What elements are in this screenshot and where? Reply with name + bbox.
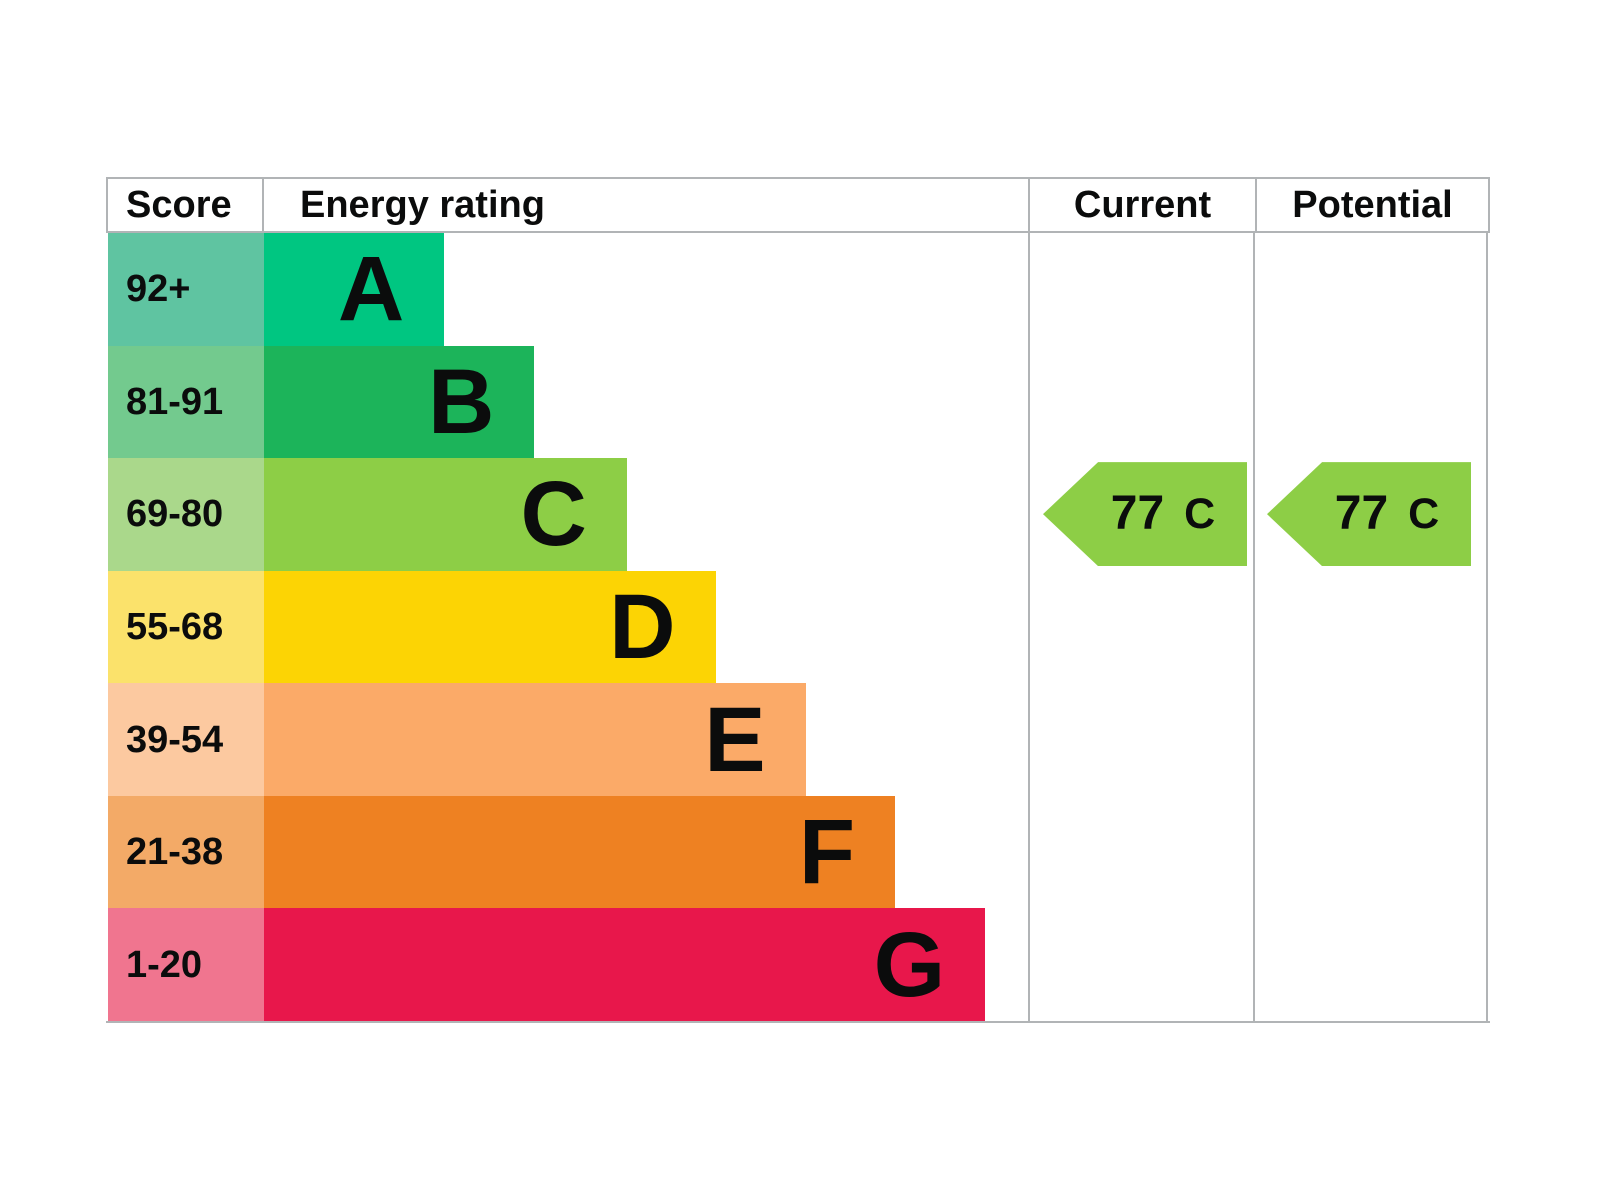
band-b-bar: B xyxy=(264,345,535,459)
band-f-score: 21-38 xyxy=(108,795,264,909)
band-row-a: 92+ A xyxy=(108,233,1028,346)
current-column: 77 C xyxy=(1028,233,1255,1021)
band-d-bar: D xyxy=(264,570,716,684)
band-row-f: 21-38 F xyxy=(108,795,1028,909)
band-a-score: 92+ xyxy=(108,233,264,346)
rating-table-body: 92+ A 81-91 B 69-80 xyxy=(106,233,1490,1023)
score-column-header: Score xyxy=(108,179,264,231)
band-a-letter: A xyxy=(337,238,405,341)
current-score-value: 77 xyxy=(1110,487,1165,541)
band-row-d: 55-68 D xyxy=(108,570,1028,684)
band-c-bar: C xyxy=(264,458,627,571)
band-row-c: 69-80 C xyxy=(108,458,1028,571)
band-e-score: 39-54 xyxy=(108,683,264,796)
current-band-letter: C xyxy=(1184,489,1216,538)
band-e-letter: E xyxy=(704,688,766,791)
band-b-score: 81-91 xyxy=(108,345,264,459)
band-b-letter: B xyxy=(428,350,495,453)
potential-rating-arrow: 77 C xyxy=(1267,462,1471,567)
band-e-bar: E xyxy=(264,683,806,796)
current-rating-arrow: 77 C xyxy=(1043,462,1247,567)
energy-rating-column-header: Energy rating xyxy=(264,179,1030,231)
band-row-e: 39-54 E xyxy=(108,683,1028,796)
band-a-bar: A xyxy=(264,233,445,346)
band-f-bar: F xyxy=(264,795,896,909)
table-header: Score Energy rating Current Potential xyxy=(106,177,1490,233)
band-row-g: 1-20 G xyxy=(108,908,1028,1022)
band-f-letter: F xyxy=(798,801,856,904)
band-c-score: 69-80 xyxy=(108,458,264,571)
epc-rating-chart: Score Energy rating Current Potential 92… xyxy=(106,177,1490,1023)
band-d-letter: D xyxy=(609,576,676,679)
band-g-bar: G xyxy=(264,908,986,1022)
current-column-header: Current xyxy=(1030,179,1257,231)
band-c-letter: C xyxy=(520,463,587,566)
band-row-b: 81-91 B xyxy=(108,345,1028,459)
potential-column: 77 C xyxy=(1255,233,1488,1021)
band-g-score: 1-20 xyxy=(108,908,264,1022)
rating-bands: 92+ A 81-91 B 69-80 xyxy=(108,233,1028,1022)
potential-score-value: 77 xyxy=(1334,487,1389,541)
band-g-letter: G xyxy=(873,913,946,1016)
band-d-score: 55-68 xyxy=(108,570,264,684)
potential-band-letter: C xyxy=(1408,489,1440,538)
potential-column-header: Potential xyxy=(1292,184,1453,226)
